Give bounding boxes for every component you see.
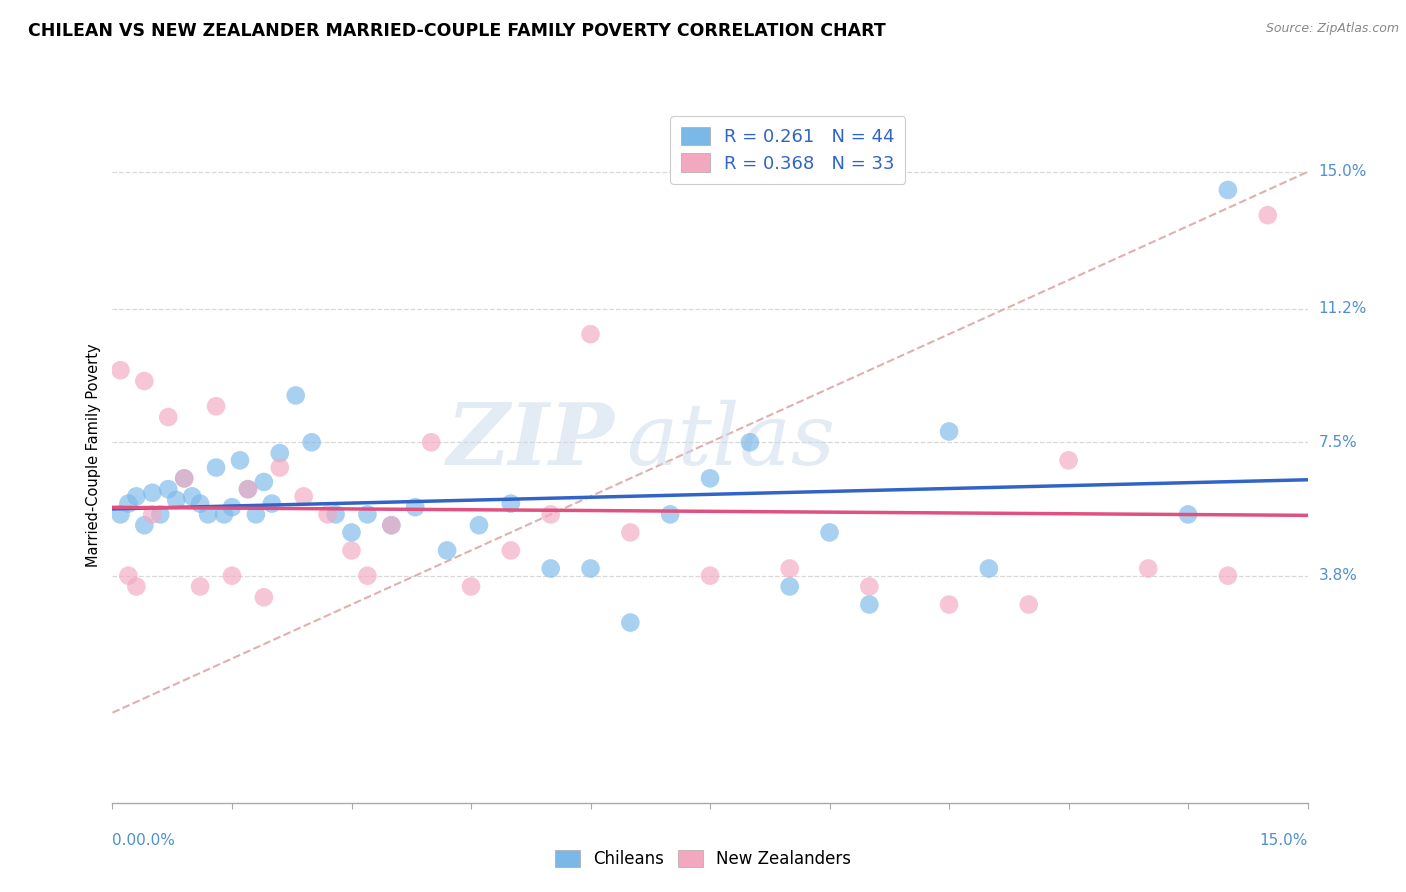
Point [699, 568, 721, 582]
Point [221, 568, 243, 582]
Point [977, 561, 1000, 575]
Point [460, 580, 482, 594]
Point [340, 525, 363, 540]
Point [325, 508, 347, 522]
Point [380, 518, 402, 533]
Point [468, 518, 491, 533]
Point [110, 508, 132, 522]
Point [117, 497, 139, 511]
Point [301, 435, 323, 450]
Point [579, 327, 602, 342]
Point [699, 471, 721, 485]
Point [356, 568, 378, 582]
Point [1257, 208, 1279, 222]
Point [284, 388, 307, 402]
Point [205, 460, 228, 475]
Point [1216, 183, 1239, 197]
Point [141, 485, 163, 500]
Point [157, 410, 180, 425]
Point [245, 508, 267, 522]
Point [499, 543, 522, 558]
Point [110, 363, 132, 377]
Point [134, 374, 156, 388]
Point [356, 508, 378, 522]
Point [540, 561, 562, 575]
Point [436, 543, 458, 558]
Point [858, 580, 880, 594]
Point [340, 543, 363, 558]
Point [659, 508, 682, 522]
Point [292, 489, 315, 503]
Point [938, 425, 960, 439]
Text: CHILEAN VS NEW ZEALANDER MARRIED-COUPLE FAMILY POVERTY CORRELATION CHART: CHILEAN VS NEW ZEALANDER MARRIED-COUPLE … [28, 22, 886, 40]
Point [236, 482, 259, 496]
Point [269, 446, 291, 460]
Point [1018, 598, 1040, 612]
Point [858, 598, 880, 612]
Point [420, 435, 443, 450]
Point [738, 435, 761, 450]
Point [173, 471, 195, 485]
Point [149, 508, 172, 522]
Point [779, 580, 801, 594]
Point [253, 475, 276, 489]
Point [165, 493, 187, 508]
Point [260, 497, 283, 511]
Point [205, 399, 228, 413]
Point [540, 508, 562, 522]
Point [181, 489, 204, 503]
Point [1137, 561, 1160, 575]
Point [221, 500, 243, 515]
Point [316, 508, 339, 522]
Text: Source: ZipAtlas.com: Source: ZipAtlas.com [1265, 22, 1399, 36]
Point [269, 460, 291, 475]
Point [1216, 568, 1239, 582]
Legend: Chileans, New Zealanders: Chileans, New Zealanders [548, 843, 858, 875]
Text: 11.2%: 11.2% [1319, 301, 1367, 317]
Legend: R = 0.261   N = 44, R = 0.368   N = 33: R = 0.261 N = 44, R = 0.368 N = 33 [671, 116, 905, 184]
Y-axis label: Married-Couple Family Poverty: Married-Couple Family Poverty [86, 343, 101, 566]
Point [197, 508, 219, 522]
Text: 7.5%: 7.5% [1319, 434, 1357, 450]
Point [1177, 508, 1199, 522]
Text: ZIP: ZIP [447, 400, 614, 483]
Text: 0.00.0%: 0.00.0% [112, 833, 176, 848]
Text: atlas: atlas [626, 400, 835, 483]
Text: 15.0%: 15.0% [1260, 833, 1308, 848]
Text: 15.0%: 15.0% [1319, 164, 1367, 179]
Point [818, 525, 841, 540]
Point [173, 471, 195, 485]
Point [188, 580, 211, 594]
Point [253, 591, 276, 605]
Point [229, 453, 252, 467]
Point [157, 482, 180, 496]
Point [141, 508, 163, 522]
Point [404, 500, 426, 515]
Point [579, 561, 602, 575]
Point [212, 508, 235, 522]
Point [619, 615, 641, 630]
Point [380, 518, 402, 533]
Point [125, 580, 148, 594]
Point [117, 568, 139, 582]
Point [236, 482, 259, 496]
Point [938, 598, 960, 612]
Point [125, 489, 148, 503]
Point [134, 518, 156, 533]
Point [188, 497, 211, 511]
Point [779, 561, 801, 575]
Point [619, 525, 641, 540]
Point [499, 497, 522, 511]
Text: 3.8%: 3.8% [1319, 568, 1358, 583]
Point [1057, 453, 1080, 467]
